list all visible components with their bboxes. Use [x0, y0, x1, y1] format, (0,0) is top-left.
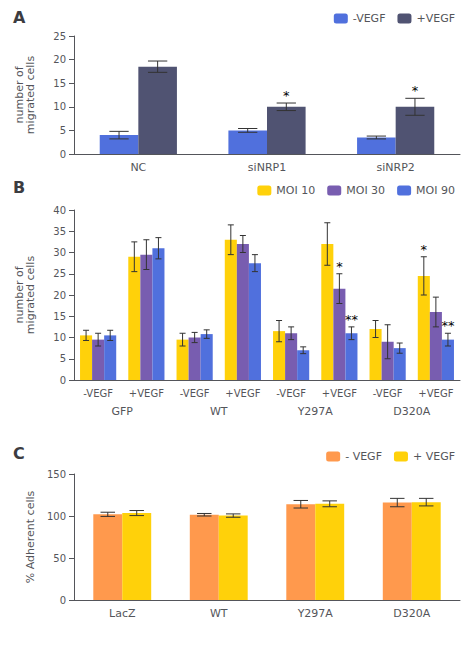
- svg-text:number of: number of: [13, 266, 26, 324]
- svg-text:25: 25: [53, 268, 66, 279]
- svg-text:number of: number of: [13, 66, 26, 124]
- svg-text:-VEGF: -VEGF: [180, 388, 210, 399]
- svg-text:0: 0: [60, 149, 66, 160]
- svg-text:Y297A: Y297A: [297, 405, 334, 418]
- svg-text:15: 15: [53, 78, 66, 89]
- svg-text:MOI 10: MOI 10: [276, 184, 315, 197]
- svg-text:GFP: GFP: [112, 405, 134, 418]
- svg-text:C: C: [13, 444, 25, 463]
- svg-text:10: 10: [53, 332, 66, 343]
- svg-text:+VEGF: +VEGF: [418, 388, 453, 399]
- svg-text:*: *: [412, 83, 419, 98]
- svg-text:20: 20: [53, 290, 66, 301]
- svg-text:LacZ: LacZ: [109, 607, 136, 620]
- svg-text:-VEGF: -VEGF: [353, 12, 386, 25]
- svg-text:40: 40: [53, 205, 66, 216]
- svg-text:5: 5: [60, 353, 66, 364]
- svg-text:+VEGF: +VEGF: [322, 388, 357, 399]
- svg-text:siNRP1: siNRP1: [248, 161, 286, 174]
- svg-text:WT: WT: [210, 607, 228, 620]
- svg-text:migrated cells: migrated cells: [24, 56, 37, 135]
- svg-text:-VEGF: -VEGF: [276, 388, 306, 399]
- svg-text:*: *: [421, 242, 428, 257]
- svg-text:*: *: [283, 88, 290, 103]
- svg-text:migrated cells: migrated cells: [24, 256, 37, 335]
- svg-text:% Adherent cells: % Adherent cells: [24, 490, 37, 583]
- svg-text:15: 15: [53, 311, 66, 322]
- svg-text:5: 5: [60, 125, 66, 136]
- svg-text:25: 25: [53, 31, 66, 42]
- svg-text:MOI 90: MOI 90: [416, 184, 455, 197]
- svg-text:-VEGF: -VEGF: [83, 388, 113, 399]
- svg-text:50: 50: [53, 553, 66, 564]
- svg-text:D320A: D320A: [393, 405, 430, 418]
- svg-text:30: 30: [53, 247, 66, 258]
- svg-text:D320A: D320A: [393, 607, 430, 620]
- svg-text:+VEGF: +VEGF: [416, 12, 455, 25]
- svg-text:- VEGF: - VEGF: [345, 450, 382, 463]
- svg-text:20: 20: [53, 54, 66, 65]
- svg-text:+VEGF: +VEGF: [225, 388, 260, 399]
- svg-text:-VEGF: -VEGF: [373, 388, 403, 399]
- svg-text:Y297A: Y297A: [297, 607, 334, 620]
- svg-text:+ VEGF: + VEGF: [413, 450, 455, 463]
- svg-text:+VEGF: +VEGF: [129, 388, 164, 399]
- svg-text:**: **: [345, 312, 359, 327]
- svg-text:10: 10: [53, 101, 66, 112]
- svg-text:35: 35: [53, 226, 66, 237]
- svg-text:100: 100: [47, 511, 66, 522]
- svg-text:B: B: [13, 178, 25, 197]
- svg-text:**: **: [441, 318, 455, 333]
- svg-text:A: A: [13, 8, 26, 27]
- svg-text:siNRP2: siNRP2: [377, 161, 415, 174]
- svg-text:*: *: [336, 259, 343, 274]
- svg-text:NC: NC: [130, 161, 146, 174]
- svg-text:0: 0: [60, 595, 66, 606]
- svg-text:150: 150: [47, 469, 66, 480]
- svg-text:MOI 30: MOI 30: [346, 184, 385, 197]
- svg-text:WT: WT: [210, 405, 228, 418]
- svg-text:0: 0: [60, 375, 66, 386]
